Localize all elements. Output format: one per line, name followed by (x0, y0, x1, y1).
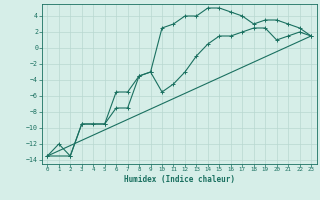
X-axis label: Humidex (Indice chaleur): Humidex (Indice chaleur) (124, 175, 235, 184)
